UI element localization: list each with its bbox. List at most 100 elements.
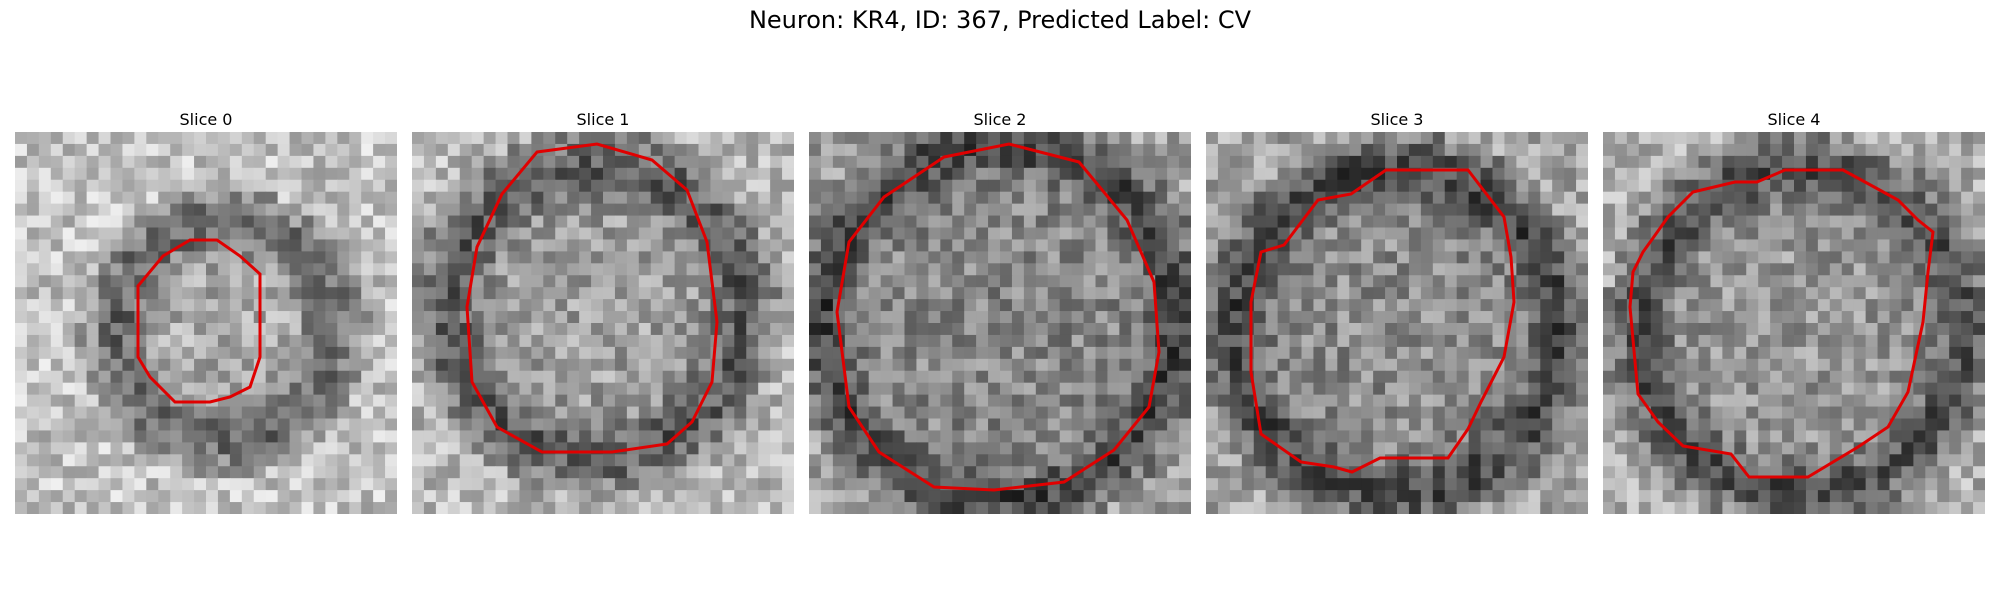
pixel <box>1937 191 1950 205</box>
pixel <box>1179 287 1191 300</box>
pixel <box>591 430 604 443</box>
pixel <box>1217 442 1231 455</box>
pixel <box>301 311 314 324</box>
pixel <box>880 132 894 145</box>
pixel <box>483 251 497 264</box>
pixel <box>1229 490 1243 503</box>
pixel <box>194 406 207 419</box>
pixel <box>614 132 628 145</box>
pixel <box>988 442 1001 455</box>
pixel <box>1889 358 1902 372</box>
pixel <box>916 143 929 157</box>
pixel <box>1420 155 1434 169</box>
pixel <box>1877 251 1890 264</box>
pixel <box>1000 227 1013 240</box>
pixel <box>758 155 771 169</box>
pixel <box>976 132 989 145</box>
pixel <box>1829 155 1843 169</box>
pixel <box>1770 430 1783 443</box>
pixel <box>1865 323 1879 336</box>
pixel <box>217 418 231 431</box>
pixel <box>1011 502 1025 514</box>
pixel <box>1794 334 1807 348</box>
pixel <box>782 394 794 408</box>
pixel <box>1504 346 1517 360</box>
pixel <box>507 251 520 264</box>
pixel <box>1143 430 1156 443</box>
pixel <box>964 442 977 455</box>
pixel <box>1889 155 1902 169</box>
pixel <box>435 370 449 384</box>
pixel <box>1674 275 1688 288</box>
pixel <box>1540 323 1553 336</box>
pixel <box>471 502 485 514</box>
pixel <box>820 358 834 372</box>
pixel <box>277 275 291 288</box>
pixel <box>483 442 497 455</box>
pixel <box>1229 370 1243 384</box>
pixel <box>447 215 461 228</box>
pixel <box>1349 239 1362 252</box>
pixel <box>928 263 941 276</box>
pixel <box>1722 454 1735 467</box>
pixel <box>423 346 437 360</box>
pixel <box>650 334 664 348</box>
pixel <box>277 132 291 145</box>
pixel <box>1552 167 1565 181</box>
pixel <box>964 358 977 372</box>
pixel <box>447 406 461 419</box>
pixel <box>698 311 711 324</box>
pixel <box>471 490 485 503</box>
pixel <box>1492 251 1505 264</box>
pixel <box>170 346 183 360</box>
pixel <box>1095 215 1108 228</box>
pixel <box>1167 502 1180 514</box>
pixel <box>1770 203 1783 217</box>
pixel <box>988 191 1001 205</box>
pixel <box>1047 167 1061 181</box>
pixel <box>519 502 532 514</box>
pixel <box>1698 155 1711 169</box>
pixel <box>134 179 147 193</box>
pixel <box>1650 394 1664 408</box>
pixel <box>182 203 195 217</box>
pixel <box>710 239 723 252</box>
pixel <box>62 287 76 300</box>
pixel <box>1504 430 1517 443</box>
pixel <box>337 227 350 240</box>
pixel <box>758 394 771 408</box>
pixel <box>1325 132 1338 145</box>
pixel <box>916 155 929 169</box>
pixel <box>26 167 40 181</box>
pixel <box>591 334 604 348</box>
pixel <box>98 442 111 455</box>
pixel <box>1229 167 1243 181</box>
pixel <box>1865 227 1879 240</box>
pixel <box>904 346 917 360</box>
pixel <box>531 323 544 336</box>
pixel <box>1155 370 1168 384</box>
pixel <box>1023 251 1037 264</box>
pixel <box>1925 394 1938 408</box>
pixel <box>1528 203 1541 217</box>
pixel <box>495 454 508 467</box>
pixel <box>1973 191 1985 205</box>
pixel <box>206 155 219 169</box>
pixel <box>1432 454 1446 467</box>
pixel <box>1456 143 1470 157</box>
pixel <box>1241 430 1255 443</box>
pixel <box>62 502 76 514</box>
pixel <box>423 382 437 396</box>
pixel <box>1385 406 1398 419</box>
pixel <box>1179 346 1191 360</box>
pixel <box>674 227 688 240</box>
pixel <box>1083 406 1096 419</box>
pixel <box>1155 203 1168 217</box>
pixel <box>1949 299 1962 312</box>
pixel <box>26 215 40 228</box>
pixel <box>385 430 397 443</box>
pixel <box>1913 394 1926 408</box>
pixel <box>880 179 894 193</box>
pixel <box>1432 263 1446 276</box>
pixel <box>1155 132 1168 145</box>
